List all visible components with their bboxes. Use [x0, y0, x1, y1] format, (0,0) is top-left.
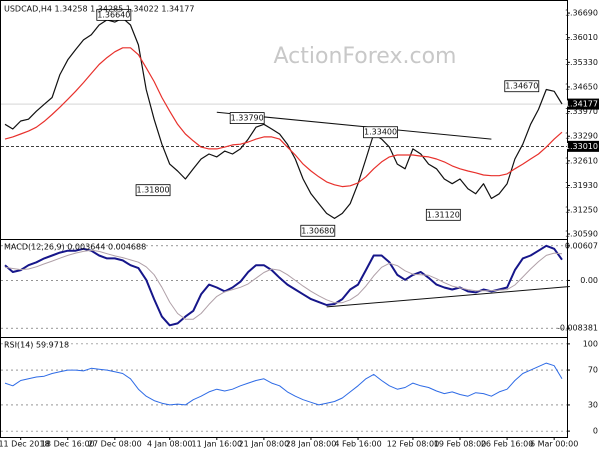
y-tick-label: 1.35330 [565, 58, 598, 67]
series-line [4, 362, 563, 406]
y-tick-label: 0.00607 [565, 241, 598, 250]
y-tick-label: -0.008381 [557, 324, 598, 333]
x-tick-label: 27 Dec 08:00 [88, 440, 142, 449]
price-annotation-box [96, 8, 132, 21]
x-tick-label: 11 Jan 16:00 [191, 440, 242, 449]
y-tick-label: 1.36690 [565, 9, 598, 18]
panel-title: RSI(14) 59.9718 [4, 341, 69, 350]
last-price-label: 1.34177 [565, 100, 598, 109]
series-line [4, 249, 563, 320]
price-annotation-label: 1.33400 [364, 128, 397, 137]
y-tick-label: 1.32610 [565, 156, 598, 165]
trendline [326, 286, 570, 308]
series-line [4, 17, 563, 219]
x-tick-label: 12 Feb 08:00 [387, 440, 439, 449]
series-line [4, 47, 563, 188]
price-annotation-box [425, 208, 461, 221]
y-tick-label: 1.31930 [565, 181, 598, 190]
price-annotation-box [504, 80, 540, 93]
level-label: 1.33010 [565, 142, 598, 151]
x-tick-label: 21 Jan 08:00 [239, 440, 290, 449]
price-annotation-label: 1.31800 [137, 186, 170, 195]
x-tick-label: 28 Jan 08:00 [286, 440, 337, 449]
y-tick-label: 1.33970 [565, 107, 598, 116]
panel-title: USDCAD,H4 1.34258 1.34285 1.34022 1.3417… [4, 5, 194, 14]
y-tick-label: 1.34650 [565, 82, 598, 91]
price-annotation-box [363, 126, 398, 139]
y-tick-label: 1.31250 [565, 206, 598, 215]
last-price-box [567, 98, 599, 110]
y-tick-label: 1.33290 [565, 132, 598, 141]
y-tick-label: 30 [588, 400, 598, 409]
price-annotation-label: 1.30680 [301, 226, 334, 235]
watermark: ActionForex.com [274, 44, 457, 69]
y-tick-label: 1.30590 [565, 230, 598, 239]
x-tick-label: 11 Dec 2018 [0, 440, 50, 449]
panel-title: MACD(12,26,9) 0.003644 0.004688 [4, 243, 146, 252]
price-annotation-label: 1.31120 [427, 210, 460, 219]
y-tick-label: 0 [593, 427, 598, 436]
y-tick-label: 1.36010 [565, 33, 598, 42]
price-annotation-box [135, 184, 171, 197]
price-annotation-box [229, 112, 265, 125]
price-annotation-label: 1.33790 [231, 114, 264, 123]
x-tick-label: 4 Jan 08:00 [147, 440, 193, 449]
frame [0, 0, 568, 438]
series-line [4, 244, 563, 327]
x-tick-label: 26 Feb 16:00 [481, 440, 533, 449]
price-annotation-box [300, 224, 336, 237]
x-tick-label: 19 Feb 08:00 [434, 440, 486, 449]
price-annotation-label: 1.36640 [97, 10, 130, 19]
x-tick-label: 18 Dec 16:00 [41, 440, 95, 449]
y-tick-label: 0.00 [580, 276, 598, 285]
level-box [567, 140, 599, 152]
price-annotation-label: 1.34670 [505, 82, 538, 91]
y-tick-label: 70 [588, 366, 598, 375]
x-tick-label: 4 Feb 16:00 [334, 440, 381, 449]
y-tick-label: 100 [583, 339, 598, 348]
x-tick-label: 6 Mar 00:00 [530, 440, 578, 449]
